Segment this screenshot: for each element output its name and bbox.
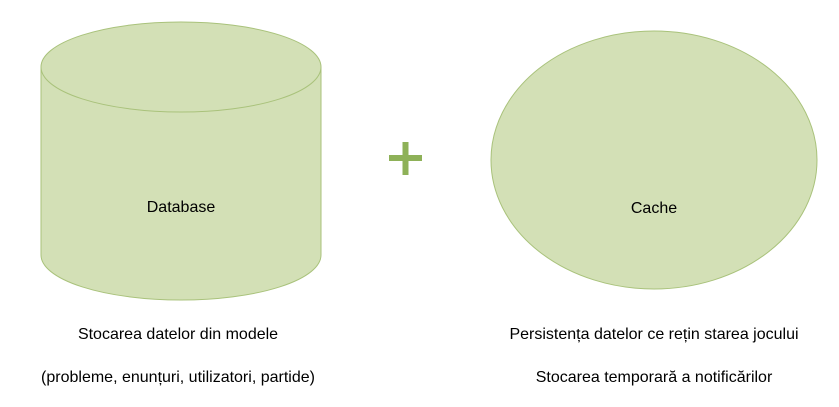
cache-ellipse: Cache [490, 30, 818, 290]
cache-caption-line1: Persistența datelor ce rețin starea jocu… [509, 326, 799, 343]
database-label: Database [147, 199, 216, 216]
plus-icon [389, 142, 422, 175]
database-cylinder-body [40, 66, 322, 301]
database-cylinder: Database [40, 21, 322, 301]
database-caption-line2: (probleme, enunțuri, utilizatori, partid… [41, 369, 315, 386]
database-caption-line1: Stocarea datelor din modele [77, 326, 279, 343]
cache-caption-line2: Stocarea temporară a notificărilor [535, 369, 773, 386]
cache-label: Cache [631, 200, 677, 217]
database-cylinder-top [40, 21, 322, 113]
cache-ellipse-shape [490, 30, 818, 290]
